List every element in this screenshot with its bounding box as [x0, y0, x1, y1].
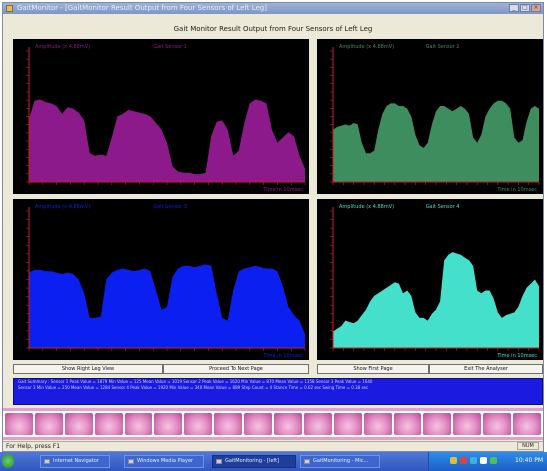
- taskbar: Internet Navigator Windows Media Player …: [0, 452, 547, 471]
- summary-line-1: Gait Summary : Sensor 1 Peak Value = 187…: [18, 379, 373, 384]
- decorative-filmstrip: [3, 408, 543, 440]
- filmstrip-tile: [184, 413, 213, 435]
- tray-network-icon[interactable]: [470, 457, 477, 464]
- filmstrip-tile: [423, 413, 452, 435]
- filmstrip-tile: [303, 413, 332, 435]
- amplitude-label: Amplitude (x 4.88mV): [35, 44, 90, 50]
- chart-panel-sensor-1: Amplitude (x 4.88mV) Gait Sensor 1 Time in…: [13, 39, 309, 194]
- taskbar-item-2[interactable]: Windows Media Player: [124, 455, 204, 468]
- filmstrip-tile: [393, 413, 422, 435]
- taskbar-item-1[interactable]: Internet Navigator: [40, 455, 110, 468]
- system-tray: 10:40 PM: [428, 452, 547, 471]
- amplitude-label: Amplitude (x 4.88mV): [339, 204, 394, 210]
- app-window: GaitMonitor - [GaitMonitor Result Output…: [2, 2, 544, 452]
- gait-chart-4: Amplitude (x 4.88mV) Gait Sensor 4 Time in…: [330, 204, 540, 359]
- control-buttons: Show Right Leg View Proceed To Next Page…: [3, 364, 543, 375]
- app-icon: [6, 5, 13, 12]
- filmstrip-tile: [94, 413, 123, 435]
- minimize-button[interactable]: _: [509, 4, 519, 12]
- taskbar-item-4[interactable]: GaitMonitoring - Mic...: [300, 455, 380, 468]
- filmstrip-tile: [5, 413, 33, 435]
- filmstrip-tile: [513, 413, 542, 435]
- filmstrip-tile: [154, 413, 183, 435]
- num-lock-indicator: NUM: [517, 442, 539, 450]
- page-title: Gait Monitor Result Output from Four Sen…: [173, 25, 373, 33]
- sensor-label: Gait Sensor 2: [426, 44, 460, 50]
- filmstrip-tile: [333, 413, 362, 435]
- first-page-button[interactable]: Show First Page: [317, 364, 429, 374]
- filmstrip-tile: [453, 413, 482, 435]
- gait-chart-3: Amplitude (x 4.88mV) Gait Sensor 3 Time in…: [26, 204, 306, 359]
- chart-panel-sensor-2: Amplitude (x 4.88mV) Gait Sensor 2 Time in…: [317, 39, 543, 194]
- filmstrip-tile: [274, 413, 302, 435]
- start-button[interactable]: [2, 454, 14, 468]
- sensor-label: Gait Sensor 1: [153, 44, 187, 50]
- summary-line-2: Sensor 3 Min Value = 250 Mean Value = 12…: [18, 385, 369, 390]
- tray-shield-icon[interactable]: [450, 457, 457, 464]
- x-axis-label: Time in 10msec: [262, 187, 303, 193]
- x-axis-label: Time in 10msec: [262, 353, 303, 359]
- filmstrip-tile: [244, 413, 273, 435]
- sensor-label: Gait Sensor 4: [426, 204, 460, 210]
- filmstrip-tile: [483, 413, 512, 435]
- maximize-button[interactable]: □: [520, 4, 530, 12]
- next-page-button[interactable]: Proceed To Next Page: [163, 364, 309, 374]
- sensor-label: Gait Sensor 3: [153, 204, 187, 210]
- amplitude-label: Amplitude (x 4.88mV): [339, 44, 394, 50]
- chart-panel-sensor-3: Amplitude (x 4.88mV) Gait Sensor 3 Time in…: [13, 199, 309, 360]
- taskbar-item-3[interactable]: GaitMonitoring - [left]: [212, 455, 296, 468]
- gait-summary-panel: Gait Summary : Sensor 1 Peak Value = 187…: [13, 378, 543, 405]
- filmstrip-tile: [363, 413, 392, 435]
- tray-volume-icon[interactable]: [480, 457, 487, 464]
- sensor-area-series: [29, 264, 305, 348]
- chart-panel-sensor-4: Amplitude (x 4.88mV) Gait Sensor 4 Time in…: [317, 199, 543, 360]
- filmstrip-tile: [124, 413, 153, 435]
- x-axis-label: Time in 10msec: [496, 187, 537, 193]
- gait-chart-2: Amplitude (x 4.88mV) Gait Sensor 2 Time in…: [330, 44, 540, 193]
- amplitude-label: Amplitude (x 4.88mV): [35, 204, 90, 210]
- sensor-area-series: [29, 99, 305, 182]
- gait-chart-1: Amplitude (x 4.88mV) Gait Sensor 1 Time in…: [26, 44, 306, 193]
- x-axis-label: Time in 10msec: [496, 353, 537, 359]
- title-bar[interactable]: GaitMonitor - [GaitMonitor Result Output…: [3, 3, 543, 14]
- filmstrip-tile: [64, 413, 93, 435]
- sensor-area-series: [333, 252, 539, 348]
- window-title: GaitMonitor - [GaitMonitor Result Output…: [17, 4, 267, 12]
- show-right-leg-button[interactable]: Show Right Leg View: [13, 364, 163, 374]
- tray-update-icon[interactable]: [490, 457, 497, 464]
- sensor-area-series: [333, 100, 539, 182]
- exit-button[interactable]: Exit The Analyser: [429, 364, 543, 374]
- close-button[interactable]: ×: [531, 4, 541, 12]
- filmstrip-tile: [34, 413, 63, 435]
- clock: 10:40 PM: [515, 457, 543, 464]
- help-hint: For Help, press F1: [6, 443, 61, 450]
- filmstrip-tile: [214, 413, 243, 435]
- tray-antivirus-icon[interactable]: [460, 457, 467, 464]
- status-bar: For Help, press F1 NUM: [3, 441, 543, 451]
